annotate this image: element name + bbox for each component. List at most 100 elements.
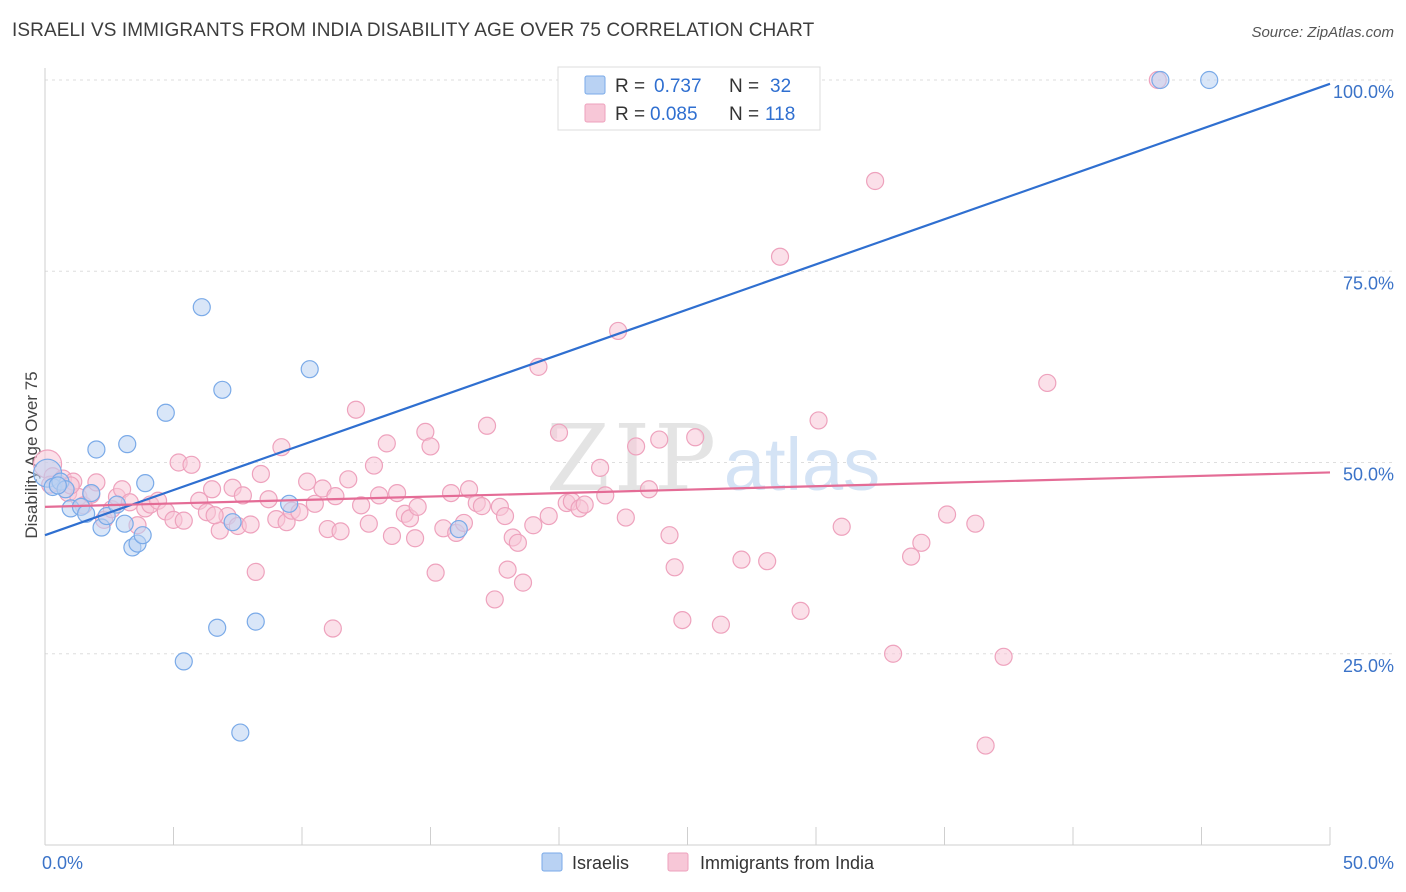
israeli-point-16 (133, 526, 152, 545)
legend-r-israelis: 0.737 (654, 76, 702, 97)
india-point-88 (639, 480, 659, 499)
israeli-point-7 (82, 484, 101, 503)
legend-swatch-israelis (584, 75, 606, 95)
israeli-points (32, 70, 1219, 742)
legend-swatch-india (584, 103, 606, 123)
source-label: Source: ZipAtlas.com (1251, 24, 1394, 41)
india-point-55 (387, 484, 407, 503)
y-tick-label-3: 100.0% (1333, 82, 1394, 102)
india-point-89 (650, 430, 669, 449)
india-point-104 (912, 533, 931, 552)
legend-n-label-israelis: N = (729, 76, 759, 97)
india-point-48 (346, 400, 366, 419)
india-point-33 (246, 562, 265, 581)
india-point-52 (370, 486, 389, 505)
india-point-50 (359, 514, 378, 533)
israeli-point-25 (246, 612, 265, 631)
india-point-108 (994, 647, 1013, 666)
india-point-31 (233, 486, 252, 505)
stats-legend: R = 0.737 N = 32 R = 0.085 N = 118 (557, 66, 821, 131)
india-point-115 (405, 529, 425, 548)
israeli-point-21 (208, 618, 227, 637)
india-point-87 (626, 437, 646, 456)
x-tick-labels: 0.0% 50.0% (42, 853, 1394, 873)
india-point-106 (966, 514, 985, 533)
india-point-107 (976, 736, 995, 755)
legend-n-israelis: 32 (770, 76, 791, 97)
israeli-point-12 (115, 514, 134, 533)
india-point-91 (665, 558, 684, 577)
israeli-point-24 (231, 723, 250, 742)
israeli-point-18 (156, 403, 175, 422)
y-tick-label-0: 25.0% (1343, 656, 1394, 676)
series-legend-india: Immigrants from India (700, 853, 875, 873)
india-point-116 (495, 506, 515, 526)
series-legend: Israelis Immigrants from India (541, 852, 875, 873)
india-point-70 (485, 590, 504, 609)
watermark: ZIP atlas (546, 405, 880, 512)
india-point-79 (549, 423, 569, 442)
israeli-point-23 (223, 513, 242, 532)
india-point-114 (323, 619, 342, 638)
india-point-47 (339, 470, 358, 489)
india-point-86 (616, 508, 635, 527)
india-point-92 (673, 610, 692, 630)
india-point-41 (298, 472, 317, 491)
israeli-point-13 (118, 435, 137, 454)
x-tick-max: 50.0% (1343, 853, 1394, 873)
y-tick-label-1: 50.0% (1343, 465, 1394, 485)
india-point-32 (241, 515, 260, 534)
legend-r-label-india: R = (615, 104, 645, 125)
israeli-point-8 (87, 440, 106, 459)
india-point-22 (174, 511, 193, 530)
india-point-49 (352, 496, 371, 515)
x-tick-min: 0.0% (42, 853, 83, 873)
y-tick-label-2: 75.0% (1343, 273, 1394, 293)
israeli-point-28 (449, 519, 468, 539)
india-point-45 (326, 487, 345, 506)
india-point-63 (441, 484, 461, 503)
legend-n-india: 118 (765, 104, 795, 125)
series-legend-israelis: Israelis (572, 853, 629, 873)
israeli-point-26 (280, 494, 299, 513)
india-point-53 (377, 434, 396, 453)
legend-r-india: 0.085 (650, 104, 698, 125)
india-point-102 (883, 644, 903, 663)
india-point-113 (205, 506, 224, 525)
watermark-atlas: atlas (724, 423, 880, 506)
israeli-point-19 (174, 652, 193, 671)
india-point-26 (202, 480, 222, 499)
india-point-103 (901, 547, 921, 566)
india-point-72 (498, 560, 517, 579)
israeli-point-17 (136, 474, 155, 493)
legend-r-label-israelis: R = (615, 76, 645, 97)
india-point-109 (1038, 373, 1057, 393)
india-point-58 (408, 497, 427, 516)
india-point-69 (477, 416, 497, 435)
india-point-42 (305, 494, 324, 513)
israeli-point-29 (1151, 70, 1170, 90)
india-point-78 (539, 506, 558, 526)
israeli-trend-line (44, 82, 1331, 537)
india-point-83 (591, 458, 610, 477)
israeli-point-30 (1200, 70, 1219, 90)
india-point-93 (686, 428, 705, 447)
india-point-96 (758, 552, 777, 571)
israeli-point-31 (48, 476, 67, 495)
india-point-23 (182, 455, 201, 474)
legend-n-label-india: N = (729, 104, 759, 125)
india-point-60 (421, 437, 440, 456)
india-point-76 (524, 516, 543, 535)
series-legend-swatch-israelis (541, 852, 563, 872)
india-point-46 (331, 522, 350, 541)
india-point-66 (459, 480, 479, 499)
india-point-105 (937, 505, 957, 524)
india-point-75 (513, 573, 533, 592)
india-point-101 (866, 171, 885, 191)
israeli-point-22 (213, 380, 232, 399)
india-point-54 (382, 526, 402, 546)
india-point-34 (251, 464, 270, 484)
india-point-99 (809, 411, 828, 430)
india-point-95 (732, 550, 751, 569)
